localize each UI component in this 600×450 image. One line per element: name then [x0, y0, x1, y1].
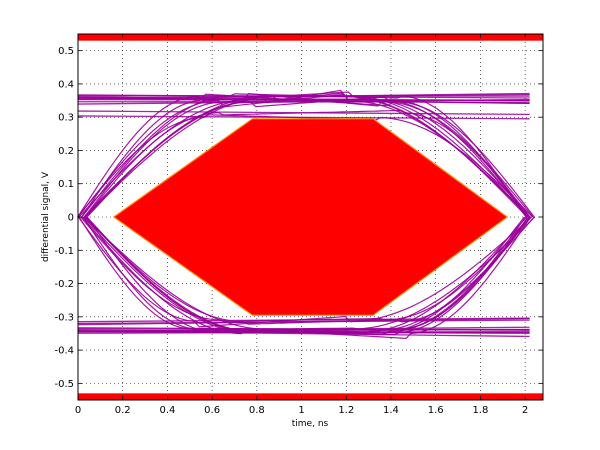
- y-tick-label: 0.1: [58, 179, 74, 190]
- axis-ticks: 0 0.2 0.4 0.6 0.8 1 1.2 1.4 1.6 1.8 2 -0.5 -0.4 -0.3 -…: [54, 34, 543, 416]
- y-tick-label: -0.4: [54, 346, 74, 357]
- x-tick-label: 0.2: [115, 405, 131, 416]
- level-trace: [77, 110, 530, 116]
- level-trace: [77, 317, 530, 326]
- x-tick-label: 1.4: [383, 405, 399, 416]
- x-tick-label: 1: [298, 405, 304, 416]
- eye-trace-upper: [78, 92, 528, 218]
- x-tick-label: 0.6: [204, 405, 220, 416]
- x-tick-label: 0.4: [159, 405, 175, 416]
- x-tick-label: 1.8: [472, 405, 488, 416]
- y-tick-label: 0: [68, 213, 74, 224]
- chart-marks: [77, 34, 543, 400]
- y-tick-label: 0.4: [58, 79, 74, 90]
- limit-band: [78, 393, 543, 400]
- eye-mask: [112, 118, 509, 316]
- y-axis-title: differential signal, V: [41, 171, 51, 262]
- y-tick-label: 0.3: [58, 113, 74, 124]
- y-tick-label: -0.3: [54, 312, 74, 323]
- x-axis-title: time, ns: [292, 419, 329, 429]
- limit-band: [78, 34, 543, 41]
- x-tick-label: 2: [522, 405, 528, 416]
- x-tick-label: 0: [75, 405, 81, 416]
- x-tick-label: 1.6: [428, 405, 444, 416]
- level-trace: [77, 330, 530, 333]
- y-tick-label: -0.5: [54, 379, 74, 390]
- x-tick-label: 1.2: [338, 405, 354, 416]
- level-trace: [77, 115, 530, 120]
- y-tick-label: -0.2: [54, 279, 74, 290]
- y-tick-label: 0.2: [58, 146, 74, 157]
- y-tick-label: 0.5: [58, 46, 74, 57]
- level-trace: [77, 328, 530, 331]
- eye-trace-lower: [77, 216, 533, 328]
- level-trace: [77, 96, 530, 104]
- x-tick-label: 0.8: [249, 405, 265, 416]
- y-tick-label: -0.1: [54, 246, 74, 257]
